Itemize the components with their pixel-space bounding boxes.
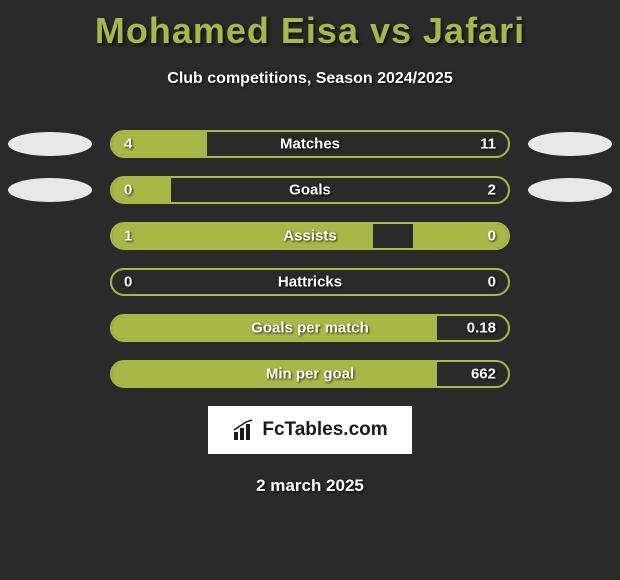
date-text: 2 march 2025 — [0, 476, 620, 496]
comparison-title: Mohamed Eisa vs Jafari — [0, 0, 620, 52]
stat-label: Hattricks — [278, 274, 342, 291]
stat-row: Goals 0 2 — [0, 176, 620, 204]
stat-label: Min per goal — [266, 366, 354, 383]
logo-text: FcTables.com — [262, 419, 387, 441]
logo-container: FcTables.com — [0, 406, 620, 454]
stat-bar: Goals 0 2 — [110, 176, 510, 204]
player-badge-left — [0, 314, 100, 342]
player-badge-right — [520, 268, 620, 296]
stat-value-right: 0.18 — [467, 320, 496, 337]
badge-ellipse — [8, 132, 92, 156]
player-badge-left — [0, 176, 100, 204]
player-badge-left — [0, 222, 100, 250]
stat-label: Matches — [280, 136, 340, 153]
stat-value-right: 662 — [471, 366, 496, 383]
stat-bar: Hattricks 0 0 — [110, 268, 510, 296]
stat-bar: Assists 1 0 — [110, 222, 510, 250]
stat-label: Goals per match — [251, 320, 369, 337]
chart-icon — [232, 418, 256, 442]
badge-ellipse — [8, 178, 92, 202]
player-badge-right — [520, 176, 620, 204]
player-badge-right — [520, 360, 620, 388]
player-badge-left — [0, 130, 100, 158]
stat-row: Goals per match 0.18 — [0, 314, 620, 342]
stat-value-left: 0 — [124, 274, 132, 291]
stat-row: Min per goal 662 — [0, 360, 620, 388]
stat-bar: Min per goal 662 — [110, 360, 510, 388]
player-badge-left — [0, 360, 100, 388]
stat-row: Hattricks 0 0 — [0, 268, 620, 296]
stat-value-left: 1 — [124, 228, 132, 245]
badge-ellipse — [528, 132, 612, 156]
stat-value-right: 0 — [488, 228, 496, 245]
fctables-logo: FcTables.com — [208, 406, 411, 454]
bar-fill-left — [112, 178, 171, 202]
stat-value-left: 4 — [124, 136, 132, 153]
stats-chart: Matches411Goals02Assists10Hattricks00Goa… — [0, 130, 620, 388]
stat-bar: Goals per match 0.18 — [110, 314, 510, 342]
stat-row: Matches 4 11 — [0, 130, 620, 158]
stat-value-right: 2 — [488, 182, 496, 199]
stat-value-right: 11 — [480, 136, 496, 153]
player-badge-right — [520, 130, 620, 158]
player-badge-right — [520, 314, 620, 342]
stat-value-left: 0 — [124, 182, 132, 199]
stat-row: Assists 1 0 — [0, 222, 620, 250]
player-badge-right — [520, 222, 620, 250]
badge-ellipse — [528, 178, 612, 202]
stat-bar: Matches 4 11 — [110, 130, 510, 158]
player-badge-left — [0, 268, 100, 296]
stat-value-right: 0 — [488, 274, 496, 291]
stat-label: Goals — [289, 182, 331, 199]
comparison-subtitle: Club competitions, Season 2024/2025 — [0, 70, 620, 88]
stat-label: Assists — [283, 228, 336, 245]
